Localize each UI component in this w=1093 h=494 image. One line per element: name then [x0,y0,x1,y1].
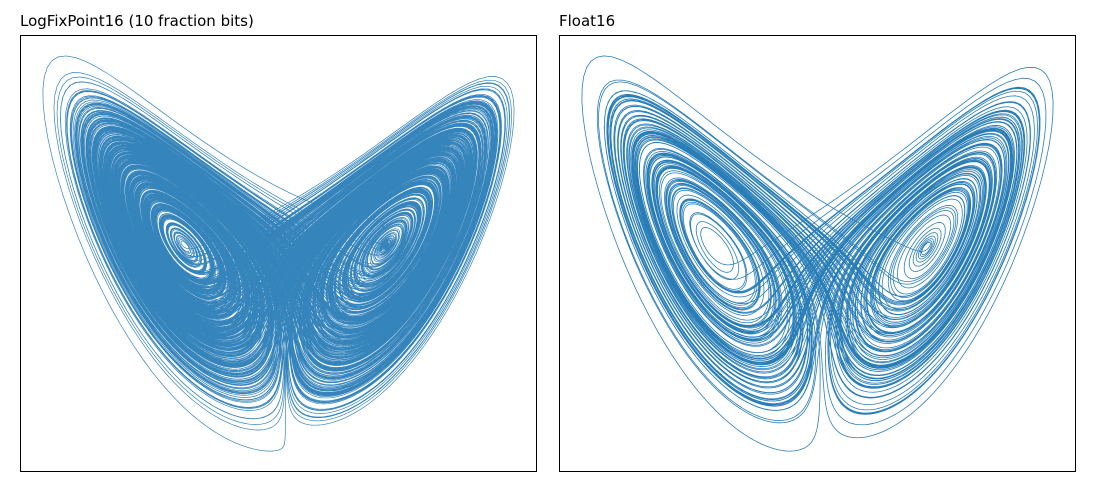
chart-title: LogFixPoint16 (10 fraction bits) [20,12,254,30]
attractor-plot [42,55,515,452]
attractor-plot [581,55,1054,452]
plot-area [559,35,1076,472]
trajectory-line [42,55,515,452]
chart-panel-left: LogFixPoint16 (10 fraction bits) [20,0,539,494]
plot-area [20,35,537,472]
trajectory-line [581,55,1054,452]
chart-panel-right: Float16 [559,0,1078,494]
chart-title: Float16 [559,12,616,30]
